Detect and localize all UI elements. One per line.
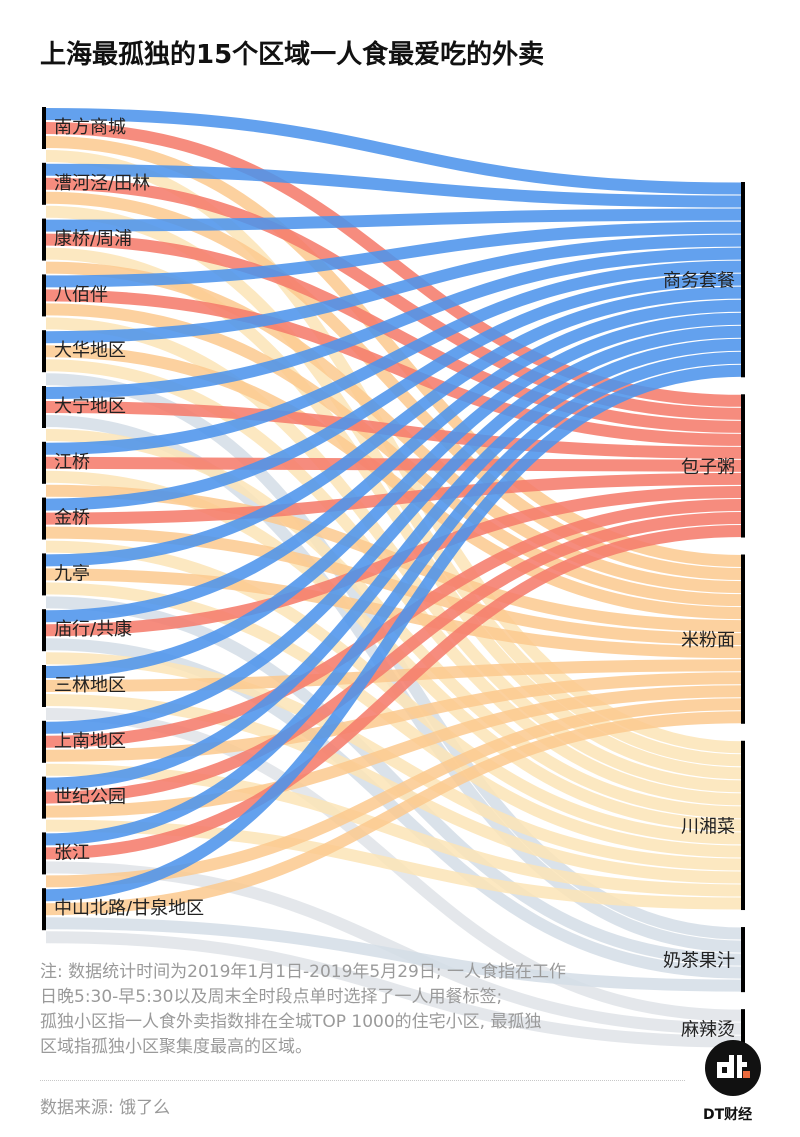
- source-node-label: 庙行/共康: [54, 619, 132, 640]
- target-node-bar: [741, 182, 745, 378]
- sankey-link: [45, 685, 744, 818]
- brand-name: DT财经: [703, 1107, 753, 1123]
- dotted-divider: [40, 1080, 685, 1081]
- target-node-label: 米粉面: [681, 630, 735, 651]
- target-node-bar: [741, 394, 745, 538]
- sankey-link: [45, 345, 744, 620]
- target-node-label: 包子粥: [681, 457, 735, 478]
- source-node-bar: [42, 386, 46, 428]
- sankey-link: [45, 208, 744, 232]
- sankey-link: [45, 312, 744, 678]
- links: [45, 108, 744, 1048]
- source-node-label: 南方商城: [54, 117, 126, 138]
- sankey-link: [45, 711, 744, 916]
- source-node-bar: [42, 776, 46, 819]
- sankey-link: [45, 163, 744, 208]
- source-node-label: 大宁地区: [54, 396, 126, 417]
- source-node-bar: [42, 720, 46, 763]
- source-node-label: 上南地区: [54, 731, 126, 752]
- target-node-label: 川湘菜: [681, 816, 735, 837]
- target-node-label: 奶茶果汁: [663, 951, 735, 972]
- source-node-bar: [42, 609, 46, 652]
- source-node-bar: [42, 497, 46, 540]
- sankey-link: [45, 221, 744, 288]
- sankey-link: [45, 233, 744, 433]
- sankey-link: [45, 289, 744, 446]
- source-node-bar: [42, 888, 46, 931]
- source-node-label: 张江: [54, 842, 90, 863]
- source-node-label: 世纪公园: [54, 787, 126, 808]
- sankey-link: [45, 325, 744, 734]
- sankey-link: [45, 525, 744, 860]
- sankey-link: [45, 273, 744, 511]
- sankey-link: [45, 917, 744, 992]
- sankey-link: [45, 511, 744, 804]
- chart-title: 上海最孤独的15个区域一人食最爱吃的外卖: [40, 40, 545, 70]
- sankey-link: [45, 299, 744, 623]
- sankey-link: [45, 338, 744, 790]
- target-node-bar: [741, 927, 745, 993]
- source-node-bar: [42, 107, 46, 149]
- sankey-link: [45, 247, 744, 399]
- source-node-label: 九亭: [54, 563, 90, 584]
- source-node-label: 中山北路/甘泉地区: [54, 898, 204, 919]
- source-node-label: 八佰伴: [54, 284, 108, 305]
- source-node-bar: [42, 218, 46, 261]
- data-source: 数据来源: 饿了么: [40, 1098, 171, 1118]
- sankey-link: [45, 652, 744, 871]
- sankey-link: [45, 526, 744, 646]
- target-node-label: 商务套餐: [663, 271, 735, 292]
- source-node-label: 金桥: [54, 508, 90, 529]
- source-node-bar: [42, 665, 46, 707]
- sankey-link: [45, 568, 744, 659]
- source-node-label: 江桥: [54, 452, 90, 473]
- source-node-bar: [42, 274, 46, 317]
- sankey-link: [45, 351, 744, 846]
- source-node-bar: [42, 330, 46, 373]
- source-node-label: 漕河泾/田林: [54, 173, 150, 194]
- source-node-label: 康桥/周浦: [54, 229, 132, 250]
- footnote-line: 区域指孤独小区聚集度最高的区域。: [40, 1037, 312, 1057]
- target-node-bar: [741, 1009, 745, 1049]
- footnote: 注: 数据统计时间为2019年1月1日-2019年5月29日; 一人食指在工作 …: [40, 960, 690, 1060]
- sankey-link: [45, 108, 744, 195]
- source-node-bar: [42, 832, 46, 875]
- source-node-bar: [42, 162, 46, 205]
- sankey-link: [45, 659, 744, 692]
- sankey-link: [45, 234, 744, 344]
- footnote-line: 日晚5:30-早5:30以及周末全时段点单时选择了一人用餐标签;: [40, 987, 503, 1007]
- dt-logo-icon: [705, 1040, 761, 1096]
- target-node-bar: [741, 554, 745, 724]
- target-node-label: 麻辣烫: [681, 1020, 735, 1041]
- target-node-bar: [741, 740, 745, 911]
- sankey-link: [45, 260, 744, 455]
- source-node-bar: [42, 441, 46, 484]
- sankey-link: [45, 672, 744, 762]
- source-node-bar: [42, 553, 46, 596]
- sankey-link: [45, 931, 744, 1048]
- sankey-link: [45, 286, 744, 567]
- source-node-label: 大华地区: [54, 340, 126, 361]
- sankey-link: [45, 364, 744, 902]
- footnote-line: 孤独小区指一人食外卖指数排在全城TOP 1000的住宅小区, 最孤独: [40, 1012, 542, 1032]
- footnote-line: 注: 数据统计时间为2019年1月1日-2019年5月29日; 一人食指在工作: [40, 962, 567, 982]
- source-node-label: 三林地区: [54, 675, 126, 696]
